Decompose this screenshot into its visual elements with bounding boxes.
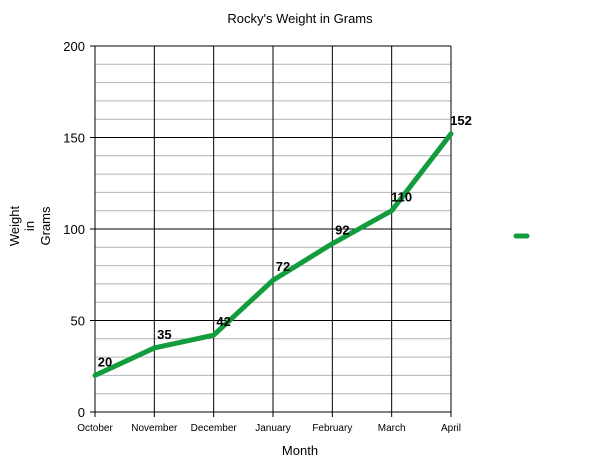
x-tick-label: February — [312, 423, 352, 434]
y-axis-label-line: Grams — [38, 206, 53, 246]
y-tick-label: 150 — [63, 131, 85, 146]
y-axis-label: Weight in Grams — [7, 206, 53, 247]
data-label: 110 — [391, 190, 412, 205]
y-axis-label-line: Weight — [7, 206, 22, 247]
y-tick-label: 100 — [63, 222, 85, 237]
data-label: 35 — [157, 327, 171, 342]
x-axis-label: Month — [282, 443, 318, 458]
data-label: 20 — [98, 354, 112, 369]
x-tick-label: April — [441, 423, 461, 434]
data-label: 42 — [216, 314, 230, 329]
data-label: 92 — [335, 223, 349, 238]
series-line — [92, 131, 454, 378]
y-tick-labels: 0 50 100 150 200 — [63, 39, 85, 420]
y-tick-label: 200 — [63, 39, 85, 54]
y-tick-label: 0 — [78, 405, 85, 420]
x-tick-label: March — [378, 423, 406, 434]
x-tick-label: December — [191, 423, 238, 434]
data-label: 152 — [450, 113, 472, 128]
series-layer — [92, 131, 454, 378]
x-tick-label: November — [131, 423, 178, 434]
y-tick-label: 50 — [71, 314, 85, 329]
data-labels: 20 35 42 72 92 110 152 — [98, 113, 472, 370]
x-tick-labels: October November December January February Ma… — [77, 423, 461, 434]
y-axis-label-line: in — [22, 221, 37, 231]
data-label: 72 — [276, 259, 290, 274]
grid — [90, 45, 452, 417]
chart-title: Rocky's Weight in Grams — [227, 11, 373, 26]
x-tick-label: January — [255, 423, 291, 434]
x-tick-label: October — [77, 423, 113, 434]
